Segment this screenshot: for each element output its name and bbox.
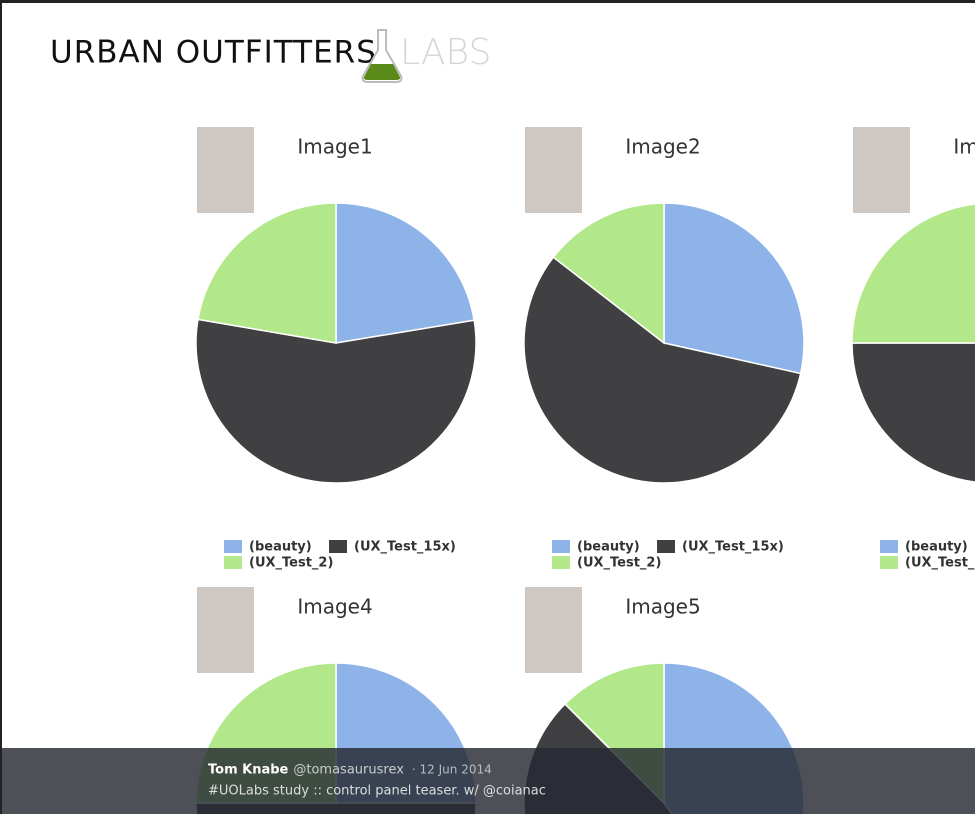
- pie-slice: [523, 256, 802, 484]
- brand: URBAN OUTFITTERS: [50, 35, 377, 71]
- legend-swatch: [552, 540, 570, 553]
- legend-swatch: [880, 540, 898, 553]
- pie-slice: [335, 202, 475, 344]
- tweet-date[interactable]: · 12 Jun 2014: [412, 763, 492, 777]
- legend-label: (UX_Test_2): [249, 556, 333, 571]
- charts: Image1(beauty) (UX_Test_15x)(UX_Test_2)Im…: [195, 127, 975, 814]
- legend-label: (beauty): [249, 540, 312, 555]
- frame-top: [0, 0, 975, 3]
- pie-chart: Image1 (beauty) (UX_Test_15x) (UX_Test_2): [195, 127, 477, 571]
- tweet-overlay: Tom Knabe @tomasaurusrex · 12 Jun 2014 #…: [2, 748, 975, 814]
- pie-slice: [552, 202, 665, 345]
- thumbnail: [525, 587, 582, 673]
- thumbnail: [525, 127, 582, 213]
- legend-swatch: [552, 556, 570, 569]
- pie-slice: [851, 342, 975, 483]
- legend-label: (UX_Test_2): [905, 556, 975, 571]
- legend-label: (beauty): [905, 540, 968, 555]
- legend-label: (UX_Test_15x): [354, 540, 456, 555]
- legend-label: (UX_Test_2): [577, 556, 661, 571]
- chart-title: Image4: [297, 595, 372, 619]
- pie-slice: [663, 202, 805, 375]
- legend-swatch: [329, 540, 347, 553]
- flask-liquid: [363, 64, 401, 80]
- tweet-text: #UOLabs study :: control panel teaser. w…: [208, 784, 546, 799]
- overlay-bg: [2, 748, 975, 814]
- chart-title: Image1: [297, 135, 372, 159]
- author-name[interactable]: Tom Knabe: [208, 763, 289, 778]
- chart-title: Image3: [953, 135, 975, 159]
- frame-left: [0, 0, 2, 814]
- thumbnail: [197, 587, 254, 673]
- legend-swatch: [224, 540, 242, 553]
- pie-slice: [851, 203, 975, 344]
- pie-chart: Image2 (beauty) (UX_Test_15x) (UX_Test_2): [523, 127, 805, 571]
- logo: URBAN OUTFITTERS LABS: [50, 29, 491, 83]
- pie-slice: [197, 202, 337, 344]
- thumbnail: [197, 127, 254, 213]
- author-handle[interactable]: @tomasaurusrex: [293, 763, 404, 778]
- chart-title: Image5: [625, 595, 700, 619]
- legend-swatch: [657, 540, 675, 553]
- flask: [361, 29, 403, 83]
- legend-swatch: [880, 556, 898, 569]
- brand-suffix: LABS: [400, 32, 491, 73]
- legend-label: (UX_Test_15x): [682, 540, 784, 555]
- pie-slice: [195, 318, 477, 484]
- legend-swatch: [224, 556, 242, 569]
- chart-title: Image2: [625, 135, 700, 159]
- pie-chart: Image3(beauty)(UX_Test_15x)(UX_Test_2): [851, 127, 975, 571]
- legend-label: (beauty): [577, 540, 640, 555]
- thumbnail: [853, 127, 910, 213]
